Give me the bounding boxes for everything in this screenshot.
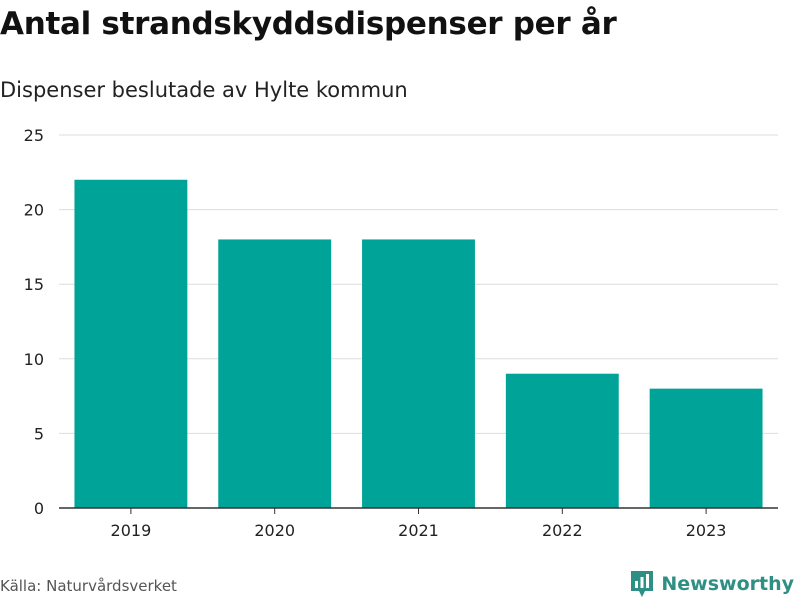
- x-tick-label: 2021: [398, 521, 439, 540]
- y-axis-ticks: 0 5 10 15 20 25: [24, 126, 44, 518]
- bar-chart-logo-icon: [631, 571, 654, 597]
- brand-name: Newsworthy: [661, 573, 794, 595]
- x-tick-label: 2023: [686, 521, 727, 540]
- y-tick-label: 10: [24, 350, 44, 369]
- chart-subtitle: Dispenser beslutade av Hylte kommun: [0, 78, 408, 102]
- y-tick-label: 0: [34, 499, 44, 518]
- bars: [74, 179, 763, 508]
- y-tick-label: 15: [24, 275, 44, 294]
- x-tick-label: 2020: [254, 521, 295, 540]
- bar-2020: [218, 239, 332, 508]
- chart-title: Antal strandskyddsdispenser per år: [0, 6, 617, 42]
- source-note: Källa: Naturvårdsverket: [0, 577, 177, 595]
- bar-2022: [505, 373, 619, 508]
- bar-2023: [649, 388, 763, 508]
- y-tick-label: 20: [24, 201, 44, 220]
- bar-2021: [362, 239, 475, 508]
- x-tick-label: 2019: [111, 521, 152, 540]
- brand-logo: Newsworthy: [629, 569, 794, 599]
- y-tick-label: 25: [24, 126, 44, 145]
- y-tick-label: 5: [34, 424, 44, 443]
- x-tick-label: 2022: [542, 521, 583, 540]
- bar-2019: [74, 179, 188, 508]
- x-axis-ticks: 2019 2020 2021 2022 2023: [111, 508, 727, 540]
